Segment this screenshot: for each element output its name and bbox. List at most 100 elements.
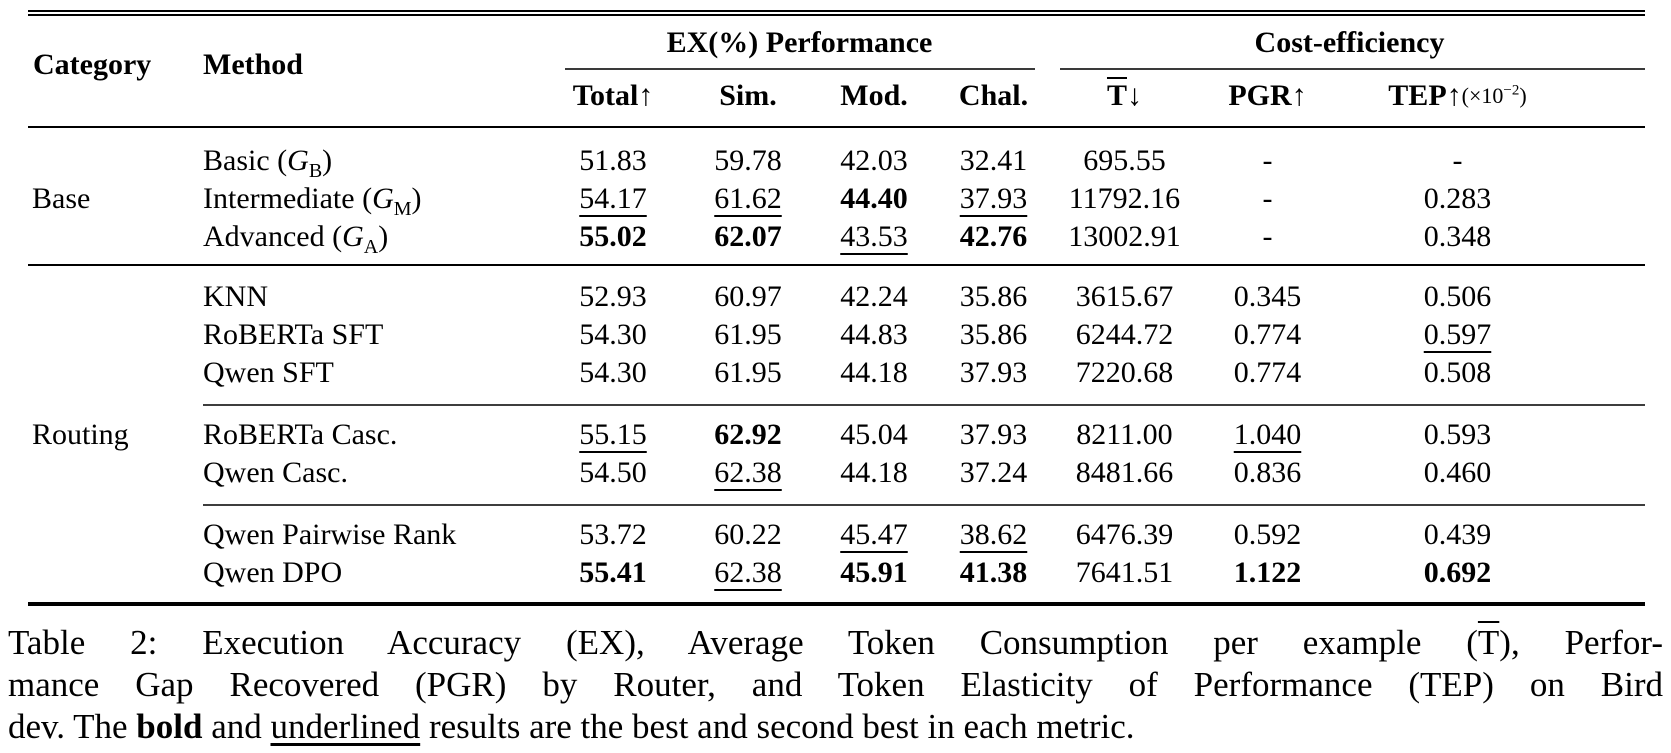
- method-label: Basic (: [203, 144, 288, 177]
- cell-mod: 45.04: [840, 418, 908, 451]
- group-header-ex-performance: EX(%) Performance: [545, 20, 1054, 70]
- caption-text: results are the best and second best in …: [420, 707, 1135, 746]
- subgroup-rule: [203, 504, 1645, 516]
- cell-sim: 61.95: [714, 356, 782, 389]
- cell-mod: 45.47: [840, 518, 908, 551]
- tep-note-exponent: −2: [1503, 82, 1520, 99]
- column-header-total: Total↑: [572, 79, 654, 112]
- cell-tep: 0.597: [1423, 318, 1492, 351]
- table-caption: Table 2: Execution Accuracy (EX), Averag…: [8, 622, 1663, 748]
- cell-total: 54.30: [579, 356, 647, 389]
- cell-tep: 0.692: [1423, 556, 1492, 589]
- method-var: G: [372, 182, 394, 215]
- method-cell: Qwen SFT: [203, 356, 334, 389]
- cell-sim: 62.38: [714, 456, 782, 489]
- caption-underlined-word: underlined: [270, 707, 421, 746]
- cell-pgr: -: [1262, 182, 1273, 215]
- cell-chal: 38.62: [959, 518, 1028, 551]
- method-cell: Advanced (GA): [203, 218, 545, 258]
- tep-label: TEP↑: [1388, 79, 1462, 112]
- cell-chal: 35.86: [959, 280, 1028, 313]
- cell-tep: 0.506: [1423, 280, 1492, 313]
- column-header-pgr: PGR↑: [1228, 79, 1307, 112]
- cell-chal: 37.93: [959, 182, 1028, 215]
- cell-tep: 0.439: [1423, 518, 1492, 551]
- cell-total: 55.15: [579, 418, 647, 451]
- cell-avg-tokens: 6476.39: [1075, 518, 1174, 551]
- caption-line-3: dev. The bold and underlined results are…: [8, 706, 1663, 748]
- caption-text: dev. The: [8, 707, 137, 746]
- column-header-sim: Sim.: [719, 79, 777, 112]
- cell-avg-tokens: 7641.51: [1075, 556, 1174, 589]
- cell-pgr: 0.345: [1233, 280, 1302, 313]
- column-header-method: Method: [203, 48, 303, 81]
- caption-line-1: Table 2: Execution Accuracy (EX), Averag…: [8, 622, 1663, 664]
- caption-line-2: mance Gap Recovered (PGR) by Router, and…: [8, 665, 1663, 704]
- caption-text: and: [202, 707, 271, 746]
- column-header-avg-tokens: T ↓: [1054, 70, 1195, 122]
- cell-tep: 0.508: [1423, 356, 1492, 389]
- tep-note-close: ): [1519, 83, 1527, 108]
- cell-total: 52.93: [579, 280, 647, 313]
- method-label: Intermediate (: [203, 182, 373, 215]
- method-var: G: [342, 220, 364, 253]
- column-header-category: Category: [33, 48, 152, 81]
- caption-text: Table 2: Execution Accuracy (EX), Averag…: [8, 623, 1478, 662]
- cell-pgr: 0.592: [1233, 518, 1302, 551]
- header-rule: [28, 126, 1645, 142]
- cell-mod: 42.03: [840, 144, 908, 177]
- cell-mod: 44.40: [840, 182, 908, 215]
- cell-sim: 60.97: [714, 280, 782, 313]
- cell-avg-tokens: 13002.91: [1068, 220, 1181, 253]
- cell-avg-tokens: 3615.67: [1075, 280, 1174, 313]
- cell-total: 53.72: [579, 518, 647, 551]
- cell-avg-tokens: 8481.66: [1075, 456, 1174, 489]
- cell-sim: 59.78: [714, 144, 782, 177]
- cell-mod: 44.18: [840, 356, 908, 389]
- cell-total: 54.50: [579, 456, 647, 489]
- cell-pgr: -: [1262, 144, 1273, 177]
- cell-tep: 0.460: [1423, 456, 1492, 489]
- method-subscript: A: [363, 236, 379, 258]
- group-header-cost-efficiency: Cost-efficiency: [1054, 20, 1645, 70]
- t-bar-symbol: T: [1106, 79, 1127, 112]
- cell-avg-tokens: 695.55: [1083, 144, 1166, 177]
- column-header-mod: Mod.: [840, 79, 908, 112]
- cell-sim: 61.95: [714, 318, 782, 351]
- method-cell: Qwen Pairwise Rank: [203, 518, 457, 551]
- cell-tep: 0.593: [1423, 418, 1492, 451]
- cell-mod: 44.18: [840, 456, 908, 489]
- cell-chal: 41.38: [959, 556, 1028, 589]
- t-bar-symbol: T: [1477, 623, 1500, 662]
- caption-text: ), Perfor-: [1499, 623, 1664, 662]
- cell-pgr: 0.774: [1233, 356, 1302, 389]
- cell-total: 51.83: [579, 144, 647, 177]
- tep-note-open: (×10: [1461, 83, 1504, 108]
- cell-chal: 37.93: [959, 418, 1028, 451]
- cell-total: 54.17: [579, 182, 647, 215]
- cell-tep: 0.348: [1423, 220, 1492, 253]
- cell-sim: 62.38: [714, 556, 782, 589]
- cell-mod: 45.91: [840, 556, 908, 589]
- method-subscript: B: [308, 160, 323, 182]
- cell-tep: -: [1452, 144, 1463, 177]
- method-cell: RoBERTa Casc.: [203, 418, 398, 451]
- cell-sim: 61.62: [714, 182, 782, 215]
- cell-chal: 35.86: [959, 318, 1028, 351]
- cell-total: 55.02: [579, 220, 647, 253]
- method-cell: KNN: [203, 280, 268, 313]
- tep-scale-note: (×10−2): [1462, 83, 1527, 109]
- column-header-tep: TEP↑ (×10−2): [1340, 70, 1645, 122]
- method-label-suffix: ): [411, 182, 422, 215]
- subgroup-rule: [203, 404, 1645, 416]
- cell-chal: 37.93: [959, 356, 1028, 389]
- cell-total: 54.30: [579, 318, 647, 351]
- cell-sim: 60.22: [714, 518, 782, 551]
- cell-chal: 37.24: [959, 456, 1028, 489]
- method-label-suffix: ): [378, 220, 389, 253]
- results-table: Category Method EX(%) Performance Cost-e…: [28, 10, 1645, 606]
- method-cell: Qwen Casc.: [203, 456, 348, 489]
- method-cell: Basic (GB): [203, 142, 545, 182]
- down-arrow-icon: ↓: [1127, 79, 1142, 112]
- cell-pgr: 0.836: [1233, 456, 1302, 489]
